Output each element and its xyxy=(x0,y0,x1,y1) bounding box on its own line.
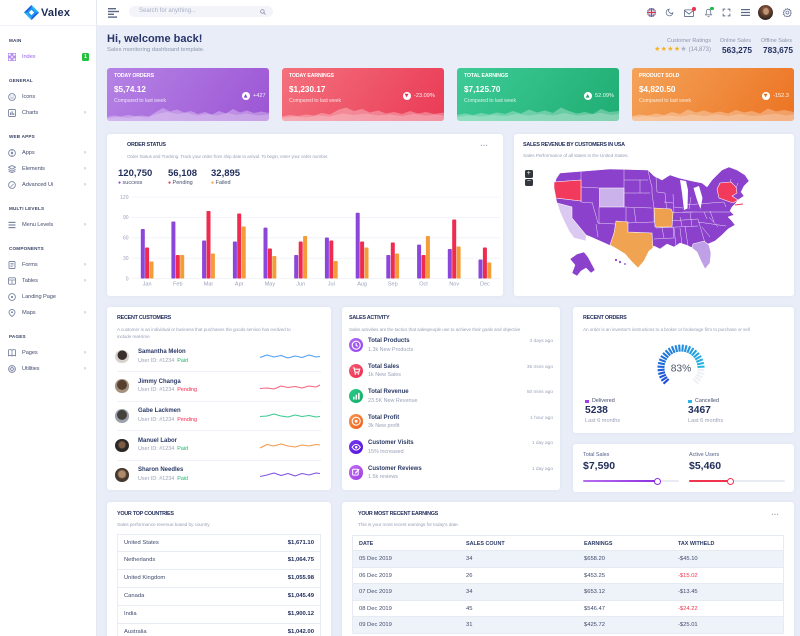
svg-text:Aug: Aug xyxy=(357,282,367,288)
svg-text:Nov: Nov xyxy=(449,282,459,288)
svg-text:30: 30 xyxy=(123,256,129,262)
svg-text:Oct: Oct xyxy=(419,282,428,288)
svg-text:Dec: Dec xyxy=(480,282,490,288)
svg-text:Jun: Jun xyxy=(296,282,305,288)
svg-text:Apr: Apr xyxy=(235,282,244,288)
svg-text:Sep: Sep xyxy=(388,282,398,288)
svg-text:Feb: Feb xyxy=(173,282,182,288)
svg-text:0: 0 xyxy=(126,276,129,282)
svg-text:120: 120 xyxy=(120,195,129,201)
svg-text:Jul: Jul xyxy=(328,282,335,288)
svg-text:60: 60 xyxy=(123,236,129,242)
svg-text:90: 90 xyxy=(123,215,129,221)
svg-text:Jan: Jan xyxy=(143,282,152,288)
svg-text:May: May xyxy=(265,282,276,288)
svg-text:Mar: Mar xyxy=(204,282,214,288)
svg-text:83%: 83% xyxy=(671,364,692,375)
